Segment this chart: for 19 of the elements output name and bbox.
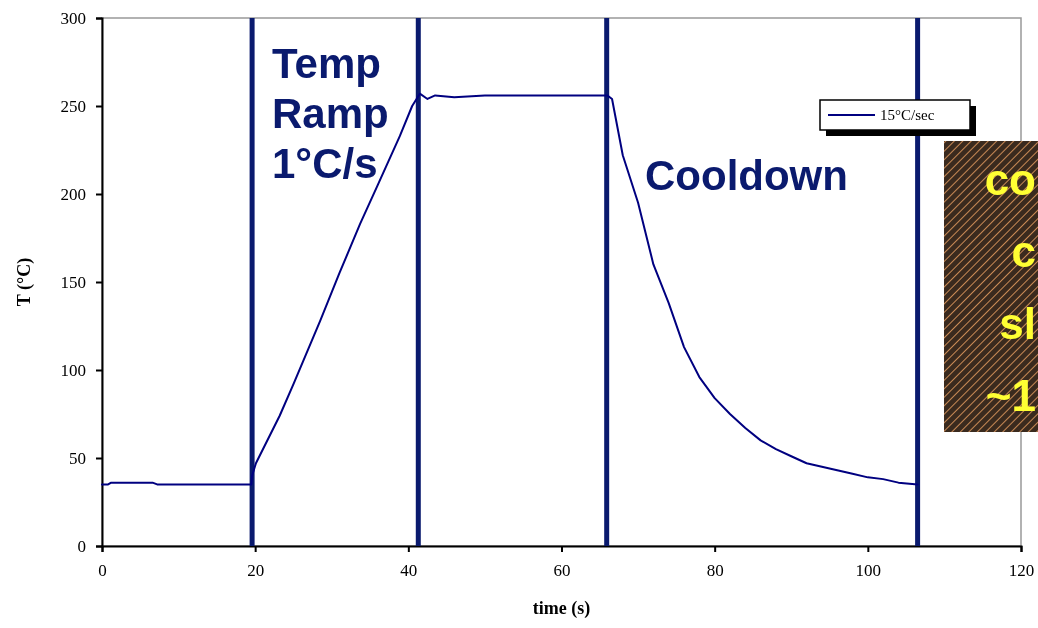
y-tick-label: 200 [60,184,86,204]
y-tick-label: 100 [60,360,86,380]
x-axis-title: time (s) [532,598,591,619]
y-tick-label: 0 [77,536,86,556]
x-tick-label: 60 [553,561,571,581]
y-tick-label: 150 [60,272,86,292]
x-tick-label: 0 [98,561,107,581]
annotation: Temp Ramp 1°C/s [272,40,389,187]
y-tick-label: 300 [60,8,86,28]
x-tick-label: 40 [400,561,418,581]
y-axis-title: T (°C) [14,257,35,307]
x-tick-label: 80 [706,561,724,581]
x-tick-label: 20 [247,561,265,581]
annotation: Cooldown [645,152,848,199]
y-tick-label: 50 [69,448,86,468]
legend-label: 15°C/sec [880,107,935,123]
x-tick-label: 120 [1008,561,1035,581]
y-tick-label: 250 [60,96,86,116]
x-tick-label: 100 [855,561,882,581]
